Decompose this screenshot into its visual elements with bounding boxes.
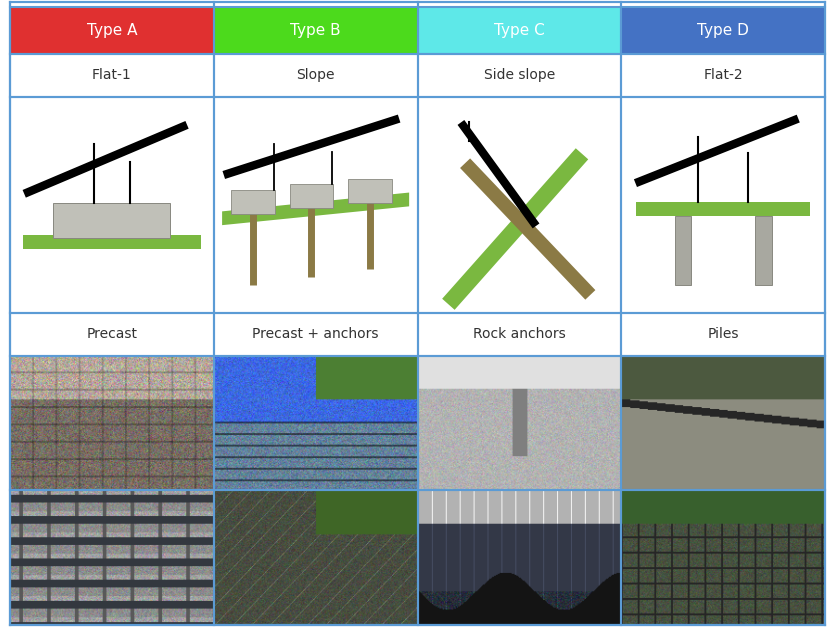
Text: Flat-2: Flat-2 — [703, 68, 743, 82]
Bar — [418, 97, 621, 313]
Text: Piles: Piles — [707, 327, 739, 341]
Bar — [636, 202, 810, 216]
Text: Precast: Precast — [86, 327, 138, 341]
Text: Type C: Type C — [494, 23, 544, 38]
Bar — [418, 313, 621, 356]
Bar — [418, 54, 621, 97]
Bar — [418, 7, 621, 54]
Text: Precast + anchors: Precast + anchors — [252, 327, 379, 341]
Bar — [290, 184, 333, 208]
Bar — [10, 54, 214, 97]
Bar — [621, 54, 825, 97]
Bar — [10, 313, 214, 356]
Text: Type D: Type D — [697, 23, 749, 38]
Bar — [621, 7, 825, 54]
Bar — [10, 7, 214, 54]
Polygon shape — [222, 192, 409, 225]
Text: Type B: Type B — [291, 23, 341, 38]
Bar — [23, 235, 201, 249]
Bar — [621, 313, 825, 356]
Bar — [675, 216, 691, 285]
Text: Side slope: Side slope — [483, 68, 555, 82]
Bar — [10, 97, 214, 313]
Text: Flat-1: Flat-1 — [92, 68, 132, 82]
Text: Type A: Type A — [87, 23, 137, 38]
Text: Rock anchors: Rock anchors — [473, 327, 566, 341]
Bar — [348, 179, 392, 203]
Bar — [214, 313, 418, 356]
Bar — [755, 216, 772, 285]
Bar — [53, 203, 170, 238]
Bar — [214, 7, 418, 54]
Bar — [231, 190, 275, 214]
Bar — [214, 97, 418, 313]
Bar — [621, 97, 825, 313]
Bar — [214, 54, 418, 97]
Text: Slope: Slope — [296, 68, 335, 82]
